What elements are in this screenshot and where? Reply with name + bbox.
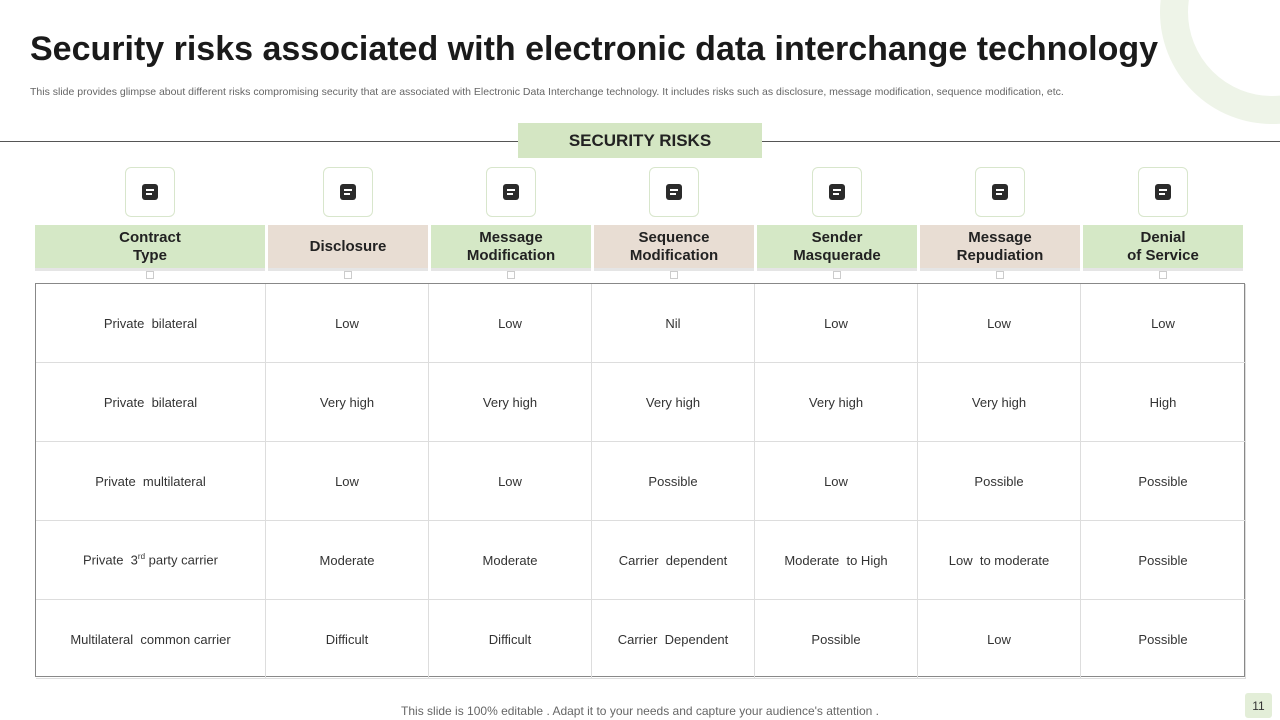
table-cell: Low [429,284,592,363]
cell-text-part: party carrier [145,552,218,568]
table-cell: Possible [755,600,918,679]
column-header: Message Repudiation [920,225,1080,271]
page-number: 11 [1245,693,1272,718]
icon [649,167,699,217]
table-cell: Low [918,600,1081,679]
table-cell: Carrier dependent [592,521,755,600]
table-cell: Private multilateral [36,442,266,521]
table-cell: Low [918,284,1081,363]
connector [996,271,1004,279]
icon [975,167,1025,217]
table-cell: Moderate [266,521,429,600]
connector [833,271,841,279]
icon [812,167,862,217]
connector [344,271,352,279]
table-cell: Very high [592,363,755,442]
table-cell: Very high [918,363,1081,442]
table-cell: High [1081,363,1246,442]
table-cell: Low [266,442,429,521]
connector [670,271,678,279]
column-header: Denial of Service [1083,225,1243,271]
table-cell: Difficult [429,600,592,679]
table-cell: Private 3rd party carrier [36,521,266,600]
banner: SECURITY RISKS [518,123,762,158]
table-cell: Multilateral common carrier [36,600,266,679]
subtitle: This slide provides glimpse about differ… [30,86,1064,98]
connector [146,271,154,279]
table-cell: Possible [1081,442,1246,521]
column-header: Contract Type [35,225,265,271]
table-cell: Low [755,284,918,363]
cell-text: Private 3rd party carrier [83,552,218,567]
table-cell: Private bilateral [36,363,266,442]
table-cell: Low [429,442,592,521]
icon [1138,167,1188,217]
connector [1159,271,1167,279]
table-cell: Difficult [266,600,429,679]
cell-text-part: rd [137,552,146,562]
table-cell: Low [1081,284,1246,363]
table-cell: Possible [592,442,755,521]
column-header: Message Modification [431,225,591,271]
table-cell: Low [755,442,918,521]
table-cell: Possible [1081,600,1246,679]
table-cell: Very high [429,363,592,442]
icon [486,167,536,217]
table-cell: Low [266,284,429,363]
table-cell: Very high [266,363,429,442]
footer: This slide is 100% editable . Adapt it t… [401,704,879,718]
column-header: Disclosure [268,225,428,271]
icon [323,167,373,217]
table-cell: Possible [1081,521,1246,600]
table-cell: Nil [592,284,755,363]
title: Security risks associated with electroni… [30,30,1159,68]
connector [507,271,515,279]
table-cell: Private bilateral [36,284,266,363]
table-cell: Very high [755,363,918,442]
cell-text-part: Private 3 [82,552,138,568]
table-cell: Possible [918,442,1081,521]
table-cell: Carrier Dependent [592,600,755,679]
decor-ring [1160,0,1280,124]
table-cell: Moderate to High [755,521,918,600]
column-header: Sender Masquerade [757,225,917,271]
table-cell: Low to moderate [918,521,1081,600]
table-cell: Moderate [429,521,592,600]
column-header: Sequence Modification [594,225,754,271]
table: Private bilateral Low Low Nil Low Low Low Priva… [35,283,1246,679]
icon [125,167,175,217]
